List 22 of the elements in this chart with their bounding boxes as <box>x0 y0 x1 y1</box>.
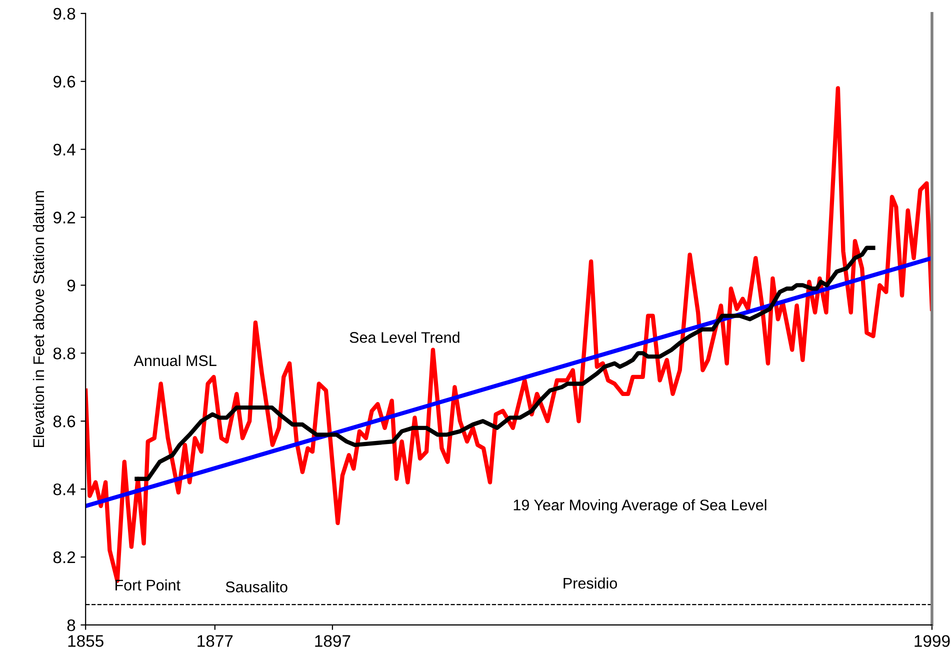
y-tick-label: 9 <box>67 280 76 292</box>
y-tick-label: 9.6 <box>53 76 76 88</box>
y-tick-label: 8.2 <box>53 551 76 564</box>
annotation: Annual MSL <box>134 354 216 366</box>
x-tick-label: 1897 <box>315 635 350 647</box>
x-tick-label: 1877 <box>198 635 233 647</box>
y-tick-label: 8.4 <box>53 483 76 496</box>
y-tick-label: 8.8 <box>53 348 76 360</box>
annotation: Presidio <box>564 577 617 589</box>
y-tick-label: 8.6 <box>53 416 76 428</box>
y-tick-label: 8 <box>67 619 76 632</box>
annotation: Sausalito <box>226 581 288 592</box>
y-tick-label: 9.2 <box>53 212 76 224</box>
x-tick-label: 1999 <box>914 635 950 647</box>
annotation: 19 Year Moving Average of Sea Level <box>514 499 766 514</box>
annotation: Fort Point <box>116 579 180 591</box>
y-tick-label: 9.4 <box>53 144 76 156</box>
x-tick-label: 1855 <box>68 635 104 647</box>
y-tick-label: 9.8 <box>53 8 76 20</box>
annotation: Sea Level Trend <box>350 332 460 343</box>
y-axis-title: Elevation in Feet above Station datum <box>32 191 44 448</box>
line-series <box>134 246 876 481</box>
